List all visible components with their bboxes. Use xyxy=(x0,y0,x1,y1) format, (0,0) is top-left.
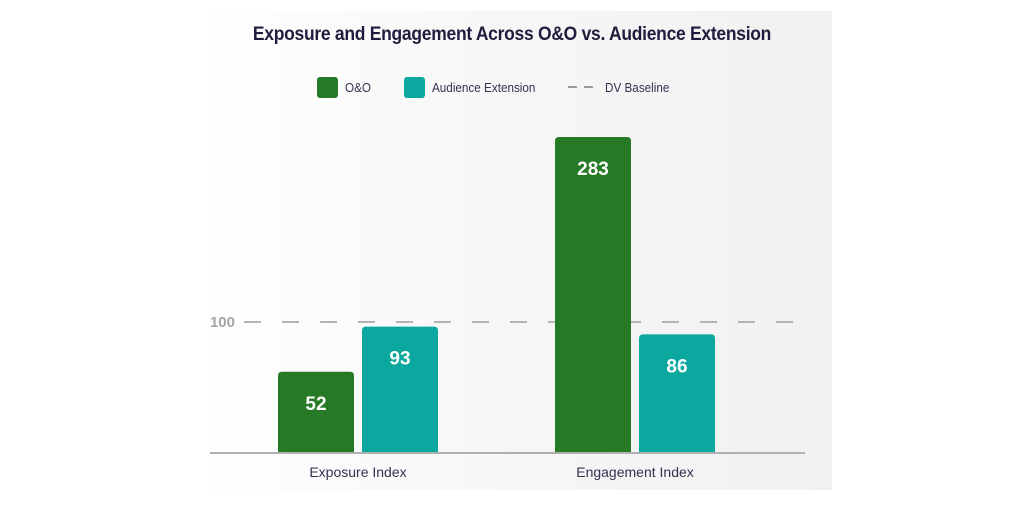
legend-item-audience-extension: Audience Extension xyxy=(404,76,547,98)
legend-swatch-audience-extension xyxy=(404,76,425,98)
data-label-o-o-engagement-index: 283 xyxy=(577,159,609,180)
legend-item-dv-baseline: DV Baseline xyxy=(568,76,677,98)
bar-audience-extension-engagement-index xyxy=(639,334,715,453)
data-label-o-o-exposure-index: 52 xyxy=(305,394,326,415)
legend-dash-icon xyxy=(568,86,595,88)
legend-label-audience-extension: Audience Extension xyxy=(432,79,536,95)
legend-item-oo: O&O xyxy=(317,76,374,98)
category-label-exposure-index: Exposure Index xyxy=(309,464,406,480)
data-label-audience-extension-engagement-index: 86 xyxy=(666,356,687,377)
category-label-engagement-index: Engagement Index xyxy=(576,464,694,480)
chart-title: Exposure and Engagement Across O&O vs. A… xyxy=(252,24,772,45)
bar-o-o-exposure-index xyxy=(278,371,354,453)
bar-o-o-engagement-index xyxy=(555,137,631,453)
legend-label-oo: O&O xyxy=(345,79,372,95)
data-label-audience-extension-exposure-index: 93 xyxy=(389,349,410,370)
bar-audience-extension-exposure-index xyxy=(362,326,438,453)
bars-group: 52 93 283 86 xyxy=(278,137,715,453)
legend-swatch-oo xyxy=(317,76,338,98)
legend-label-dv-baseline: DV Baseline xyxy=(605,79,670,95)
reference-line-group: 100 xyxy=(210,314,805,331)
reference-line-label: 100 xyxy=(210,314,235,331)
